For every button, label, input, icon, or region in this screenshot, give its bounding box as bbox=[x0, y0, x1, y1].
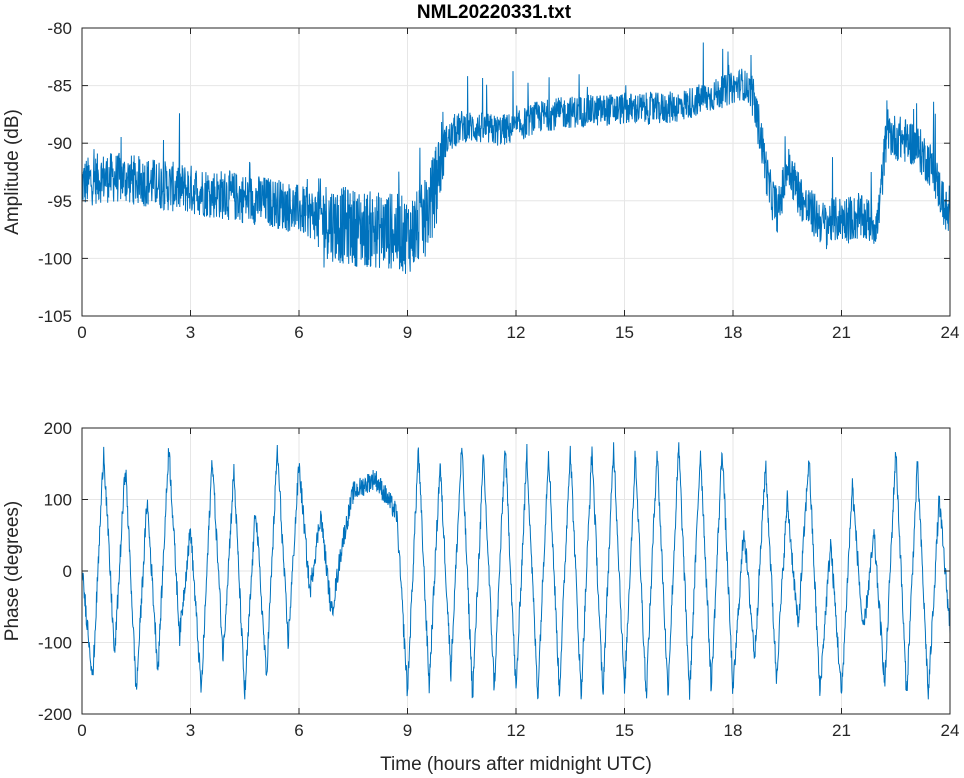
y-tick-label: -105 bbox=[38, 307, 72, 326]
phase-y-axis-label: Phase (degrees) bbox=[2, 501, 23, 641]
x-tick-label: 6 bbox=[294, 323, 303, 342]
x-tick-label: 15 bbox=[615, 721, 634, 740]
x-tick-label: 12 bbox=[507, 323, 526, 342]
y-tick-label: -100 bbox=[38, 249, 72, 268]
x-tick-label: 9 bbox=[403, 323, 412, 342]
phase-series-line bbox=[82, 442, 950, 700]
x-tick-label: 21 bbox=[832, 323, 851, 342]
x-tick-label: 6 bbox=[294, 721, 303, 740]
x-tick-label: 24 bbox=[941, 721, 960, 740]
y-tick-label: -100 bbox=[38, 634, 72, 653]
amplitude-series-line bbox=[82, 42, 950, 274]
x-tick-label: 9 bbox=[403, 721, 412, 740]
x-tick-label: 3 bbox=[186, 323, 195, 342]
x-tick-label: 18 bbox=[724, 721, 743, 740]
x-tick-label: 21 bbox=[832, 721, 851, 740]
x-axis-label: Time (hours after midnight UTC) bbox=[380, 754, 652, 775]
amplitude-panel: 0 3 6 9 12 15 18 21 24 -105 -100 -95 -90 -85 -80 Amplit… bbox=[2, 19, 959, 342]
phase-panel: 0 3 6 9 12 15 18 21 24 -200 -100 0 100 200 Phase (degr… bbox=[2, 419, 959, 775]
y-tick-label: 100 bbox=[44, 491, 72, 510]
y-tick-label: -85 bbox=[47, 77, 72, 96]
y-tick-label: 200 bbox=[44, 419, 72, 438]
chart-title: NML20220331.txt bbox=[417, 2, 572, 23]
x-tick-label: 18 bbox=[724, 323, 743, 342]
x-tick-label: 3 bbox=[186, 721, 195, 740]
y-tick-label: -90 bbox=[47, 134, 72, 153]
x-tick-label: 12 bbox=[507, 721, 526, 740]
y-tick-label: -95 bbox=[47, 192, 72, 211]
y-tick-label: -200 bbox=[38, 705, 72, 724]
y-tick-label: -80 bbox=[47, 19, 72, 38]
amplitude-y-axis-label: Amplitude (dB) bbox=[2, 109, 23, 235]
y-tick-label: 0 bbox=[63, 562, 72, 581]
x-tick-label: 0 bbox=[77, 721, 86, 740]
x-tick-label: 15 bbox=[615, 323, 634, 342]
x-tick-label: 24 bbox=[941, 323, 960, 342]
x-tick-label: 0 bbox=[77, 323, 86, 342]
